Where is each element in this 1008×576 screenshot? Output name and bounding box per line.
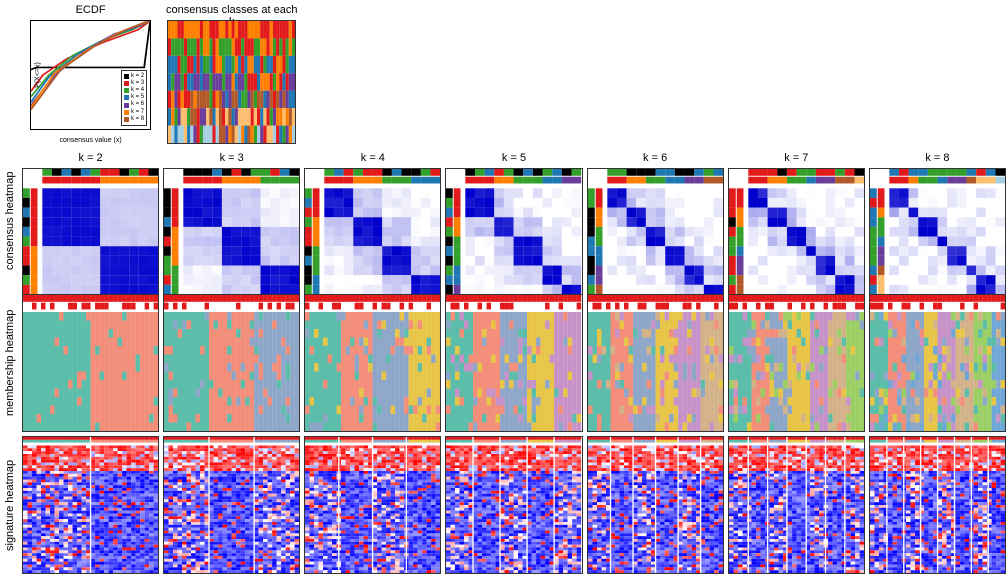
row-label-consensus: consensus heatmap [0, 150, 20, 292]
signature-heatmap-cell [304, 436, 441, 574]
ecdf-xlabel: consensus value (x) [22, 137, 159, 144]
membership-heatmap-cell [728, 294, 865, 432]
signature-heatmap-cell [445, 436, 582, 574]
membership-heatmap-cell [163, 294, 300, 432]
row-label-signature: signature heatmap [0, 434, 20, 576]
ecdf-ylabel: P(X<=x) [34, 62, 41, 88]
ecdf-plot: k = 2k = 3k = 4k = 5k = 6k = 7k = 8 P(X<=… [30, 20, 151, 130]
membership-heatmap-cell [445, 294, 582, 432]
signature-heatmap-cell [163, 436, 300, 574]
membership-heatmap-cell [22, 294, 159, 432]
membership-heatmap-cell [304, 294, 441, 432]
k-label: k = 8 [869, 152, 1006, 164]
membership-heatmap-cell [869, 294, 1006, 432]
k-label: k = 7 [728, 152, 865, 164]
membership-heatmap-cell [587, 294, 724, 432]
ecdf-title: ECDF [22, 2, 159, 18]
ecdf-legend: k = 2k = 3k = 4k = 5k = 6k = 7k = 8 [121, 70, 147, 126]
ecdf-panel: ECDF k = 2k = 3k = 4k = 5k = 6k = 7k = 8 P… [22, 2, 159, 148]
consensus-heatmap-cell [22, 168, 159, 305]
consensus-heatmap-cell [445, 168, 582, 305]
signature-heatmap-cell [728, 436, 865, 574]
k-label: k = 6 [587, 152, 724, 164]
k-label: k = 5 [445, 152, 582, 164]
k-label: k = 3 [163, 152, 300, 164]
consensus-heatmap-cell [163, 168, 300, 305]
consensus-heatmap-cell [304, 168, 441, 305]
consensus-heatmap-cell [587, 168, 724, 305]
k-label: k = 2 [22, 152, 159, 164]
signature-heatmap-cell [22, 436, 159, 574]
signature-heatmap-cell [869, 436, 1006, 574]
row-label-membership: membership heatmap [0, 292, 20, 434]
consensus-heatmap-cell [869, 168, 1006, 305]
consensus-classes-panel: consensus classes at each k [163, 2, 300, 148]
signature-heatmap-cell [587, 436, 724, 574]
k-label: k = 4 [304, 152, 441, 164]
consensus-heatmap-cell [728, 168, 865, 305]
